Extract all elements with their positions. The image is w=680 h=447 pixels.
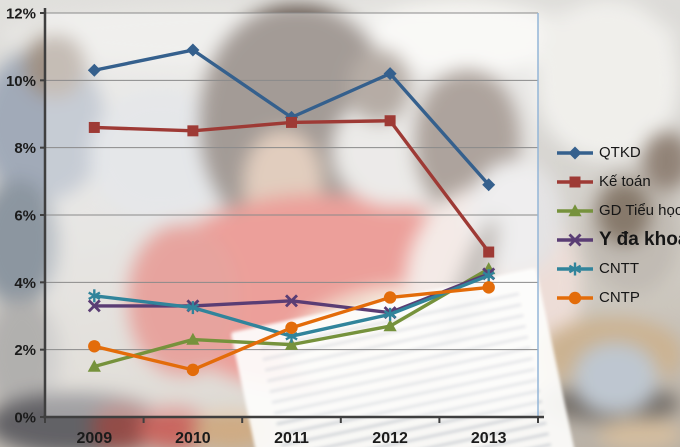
circle-marker	[482, 281, 495, 294]
asterisk-marker	[285, 331, 298, 341]
asterisk-marker	[383, 310, 397, 319]
square-marker	[88, 121, 100, 133]
square-marker	[569, 176, 581, 187]
legend-item-ke-toan: Kế toán	[556, 167, 680, 196]
y-tick-label: 4%	[14, 275, 36, 292]
x-marker	[285, 294, 298, 308]
y-tick-label: 8%	[14, 140, 36, 157]
asterisk-marker	[482, 271, 495, 280]
series-cntt	[88, 269, 495, 343]
legend-item-qtkd: QTKD	[556, 138, 680, 167]
legend-label: CNTT	[599, 260, 639, 277]
y-tick-label: 10%	[6, 73, 36, 90]
y-tick-label: 2%	[14, 342, 36, 359]
legend-swatch-triangle	[557, 203, 593, 216]
square-marker	[286, 116, 297, 128]
triangle-marker	[284, 337, 299, 350]
legend-label: GD Tiểu học	[599, 202, 680, 219]
series-line	[92, 119, 491, 254]
series-gd-tieu-hoc	[87, 262, 496, 372]
legend-swatch-x	[557, 233, 593, 246]
diamond-marker	[383, 67, 397, 81]
square-marker	[483, 246, 495, 258]
diamond-marker	[186, 43, 200, 57]
x-marker	[568, 233, 582, 246]
diamond-marker	[482, 178, 496, 192]
chart-legend: QTKD Kế toán GD Tiểu học Y đa khoa CNTT CNTP	[556, 138, 680, 312]
square-marker	[187, 125, 199, 137]
x-tick-label: 2012	[372, 430, 408, 447]
axes	[40, 8, 544, 423]
diamond-marker	[568, 146, 582, 159]
legend-swatch-asterisk	[557, 262, 593, 275]
legend-label: QTKD	[599, 144, 641, 161]
asterisk-marker	[186, 303, 200, 312]
series-line	[92, 267, 491, 369]
circle-marker	[568, 291, 582, 304]
legend-item-gd-tieu-hoc: GD Tiểu học	[556, 196, 680, 225]
circle-marker	[383, 291, 397, 304]
x-tick-label: 2010	[175, 430, 211, 447]
triangle-marker	[383, 319, 397, 332]
legend-swatch-diamond	[557, 146, 593, 159]
asterisk-marker	[568, 264, 582, 273]
x-tick-label: 2009	[77, 430, 113, 447]
triangle-marker	[568, 203, 582, 216]
legend-label: CNTP	[599, 289, 640, 306]
legend-label: Y đa khoa	[599, 228, 680, 250]
square-marker	[384, 115, 396, 127]
triangle-marker	[186, 332, 200, 345]
gridlines	[45, 12, 539, 417]
series-ke-toan	[88, 115, 495, 258]
axis-labels: 0% 2% 4% 6% 8% 10% 12% 2009 2010 2011 2012 2013	[6, 6, 507, 447]
x-marker	[87, 299, 101, 313]
x-tick-label: 2013	[471, 430, 507, 447]
legend-item-y-đa-khoa: Y đa khoa	[556, 225, 680, 254]
series-cntp	[88, 281, 495, 377]
y-tick-label: 0%	[14, 410, 36, 427]
y-tick-label: 12%	[6, 6, 36, 23]
legend-swatch-square	[557, 176, 593, 187]
circle-marker	[285, 321, 298, 334]
diamond-marker	[87, 63, 101, 77]
x-tick-label: 2011	[274, 430, 309, 447]
y-tick-label: 6%	[14, 208, 36, 225]
legend-item-cntp: CNTP	[556, 283, 680, 312]
triangle-marker	[87, 359, 101, 372]
legend-label: Kế toán	[599, 173, 651, 190]
circle-marker	[186, 363, 200, 377]
circle-marker	[88, 340, 101, 353]
asterisk-marker	[88, 291, 101, 301]
legend-swatch-circle	[557, 291, 593, 304]
legend-item-cntt: CNTT	[556, 254, 680, 283]
